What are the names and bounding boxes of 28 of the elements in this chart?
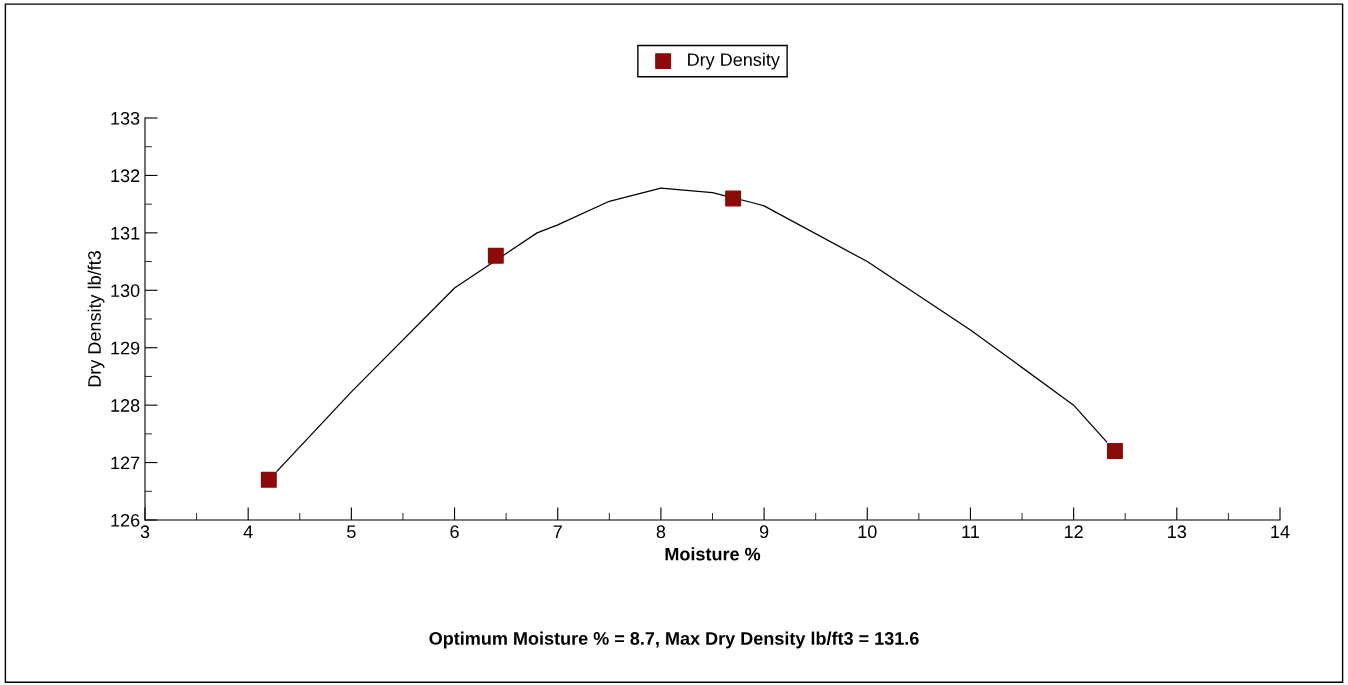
y-tick-label: 133 bbox=[111, 111, 140, 125]
x-tick-label: 5 bbox=[347, 525, 356, 539]
point bbox=[1106, 443, 1123, 460]
legend-label: Dry Density bbox=[688, 52, 780, 70]
x-tick-label: 8 bbox=[656, 525, 666, 539]
text: Optimum Moisture % = 8.7, Max Dry Density lb/ft3 = 131.6 bbox=[429, 631, 919, 649]
x-tick-label: 13 bbox=[1168, 525, 1187, 539]
x-tick-label: 6 bbox=[450, 525, 459, 539]
x-tick-label: 14 bbox=[1271, 525, 1290, 538]
y-tick-label: 127 bbox=[111, 456, 140, 470]
x-tick-label: 9 bbox=[759, 525, 769, 539]
point bbox=[260, 471, 277, 488]
x-tick-label: 7 bbox=[553, 525, 562, 538]
y-tick-label: 131 bbox=[111, 226, 140, 240]
y-tick-label: 126 bbox=[111, 513, 140, 527]
y-axis-title: Dry Density lb/ft3 bbox=[87, 251, 105, 387]
y-tick-label: 130 bbox=[111, 284, 140, 298]
x-tick-label: 3 bbox=[140, 525, 150, 539]
x-axis-title: Moisture % bbox=[665, 547, 761, 561]
x-tick-label: 10 bbox=[858, 525, 877, 539]
y-tick-label: 132 bbox=[111, 169, 140, 183]
point bbox=[487, 247, 504, 264]
x-tick-label: 11 bbox=[962, 525, 979, 538]
x-tick-label: 12 bbox=[1064, 525, 1083, 538]
y-tick-label: 128 bbox=[111, 399, 140, 412]
x-tick-label: 4 bbox=[243, 525, 253, 538]
point bbox=[725, 190, 742, 207]
y-tick-label: 129 bbox=[111, 341, 140, 355]
